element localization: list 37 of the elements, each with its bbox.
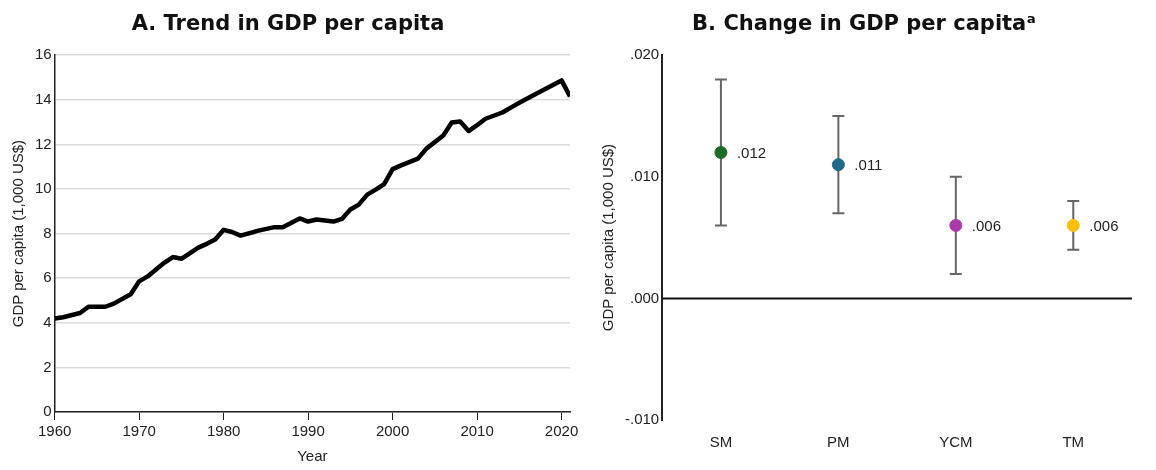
y-tick-label: 14 (35, 89, 52, 107)
point (831, 158, 845, 172)
y-tick-label: -.010 (624, 410, 660, 428)
x-tick-label: YCM (939, 433, 973, 451)
y-axis-title: GDP per capita (1,000 US$) (9, 139, 27, 328)
y-tick-label: .020 (629, 45, 660, 63)
x-tick-label: PM (827, 433, 850, 451)
x-tick-label: SM (709, 433, 733, 451)
chart-title: B. Change in GDP per capitaᵃ (692, 11, 1036, 36)
x-tick-label: 2000 (375, 422, 410, 440)
y-tick-label: 4 (43, 312, 52, 330)
y-tick-label: 8 (43, 223, 52, 241)
y-tick-label: 12 (35, 134, 52, 152)
y-tick-label: 6 (43, 268, 52, 286)
x-axis-title: Year (297, 447, 328, 465)
point (1066, 218, 1080, 232)
x-tick-label: TM (1062, 433, 1085, 451)
x-tick-label: 2010 (460, 422, 494, 440)
x-tick-label: 1990 (291, 422, 325, 440)
chart-title: A. Trend in GDP per capita (131, 11, 445, 36)
data-label: .006 (1089, 216, 1119, 234)
y-tick-label: .010 (629, 166, 660, 184)
x-tick-label: 1970 (122, 422, 156, 440)
y-tick-label: 16 (35, 45, 52, 63)
point (714, 145, 728, 159)
y-tick-label: 2 (43, 357, 52, 375)
y-axis-title: GDP per capita (1,000 US$) (599, 143, 617, 332)
y-tick-label: 0 (43, 402, 52, 420)
x-tick-label: 1960 (38, 422, 72, 440)
data-label: .011 (854, 155, 883, 173)
x-tick-label: 1980 (206, 422, 241, 440)
y-tick-label: 10 (35, 179, 52, 197)
data-label: .012 (736, 143, 767, 161)
x-tick-label: 2020 (544, 422, 579, 440)
point (949, 218, 963, 232)
data-label: .006 (971, 216, 1002, 234)
y-tick-label: .000 (629, 288, 660, 306)
